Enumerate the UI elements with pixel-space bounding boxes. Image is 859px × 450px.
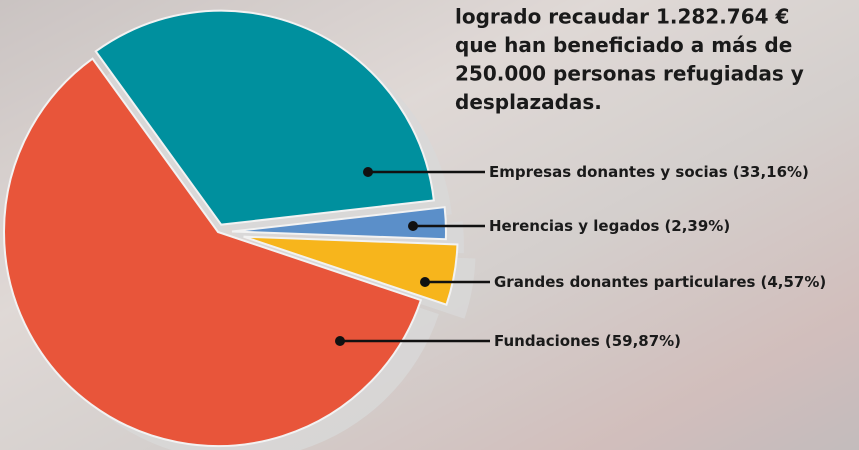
slice-label: Empresas donantes y socias (33,16%) <box>489 163 809 181</box>
annotation-line: que han beneficiado a más de <box>455 33 792 57</box>
category-name: Empresas donantes y socias <box>489 163 728 181</box>
slice-label: Grandes donantes particulares (4,57%) <box>494 273 826 291</box>
annotation-line: desplazadas. <box>455 90 602 114</box>
slice <box>3 57 423 447</box>
value-label: (2,39%) <box>664 217 730 235</box>
category-name: Herencias y legados <box>489 217 659 235</box>
slice <box>243 235 459 306</box>
value-label: (33,16%) <box>733 163 809 181</box>
value-label: (59,87%) <box>605 332 681 350</box>
slice <box>94 9 435 226</box>
labels: Empresas donantes y socias (33,16%) Herenc… <box>335 163 826 350</box>
slice-label: Fundaciones (59,87%) <box>494 332 681 350</box>
value-label: (4,57%) <box>761 273 827 291</box>
slice-label: Herencias y legados (2,39%) <box>489 217 730 235</box>
pie <box>3 9 459 447</box>
slice <box>231 206 447 241</box>
category-name: Grandes donantes particulares <box>494 273 756 291</box>
category-name: Fundaciones <box>494 332 600 350</box>
annotation-line: logrado recaudar 1.282.764 € <box>455 5 789 29</box>
annotation-line: 250.000 personas refugiadas y <box>455 62 804 86</box>
